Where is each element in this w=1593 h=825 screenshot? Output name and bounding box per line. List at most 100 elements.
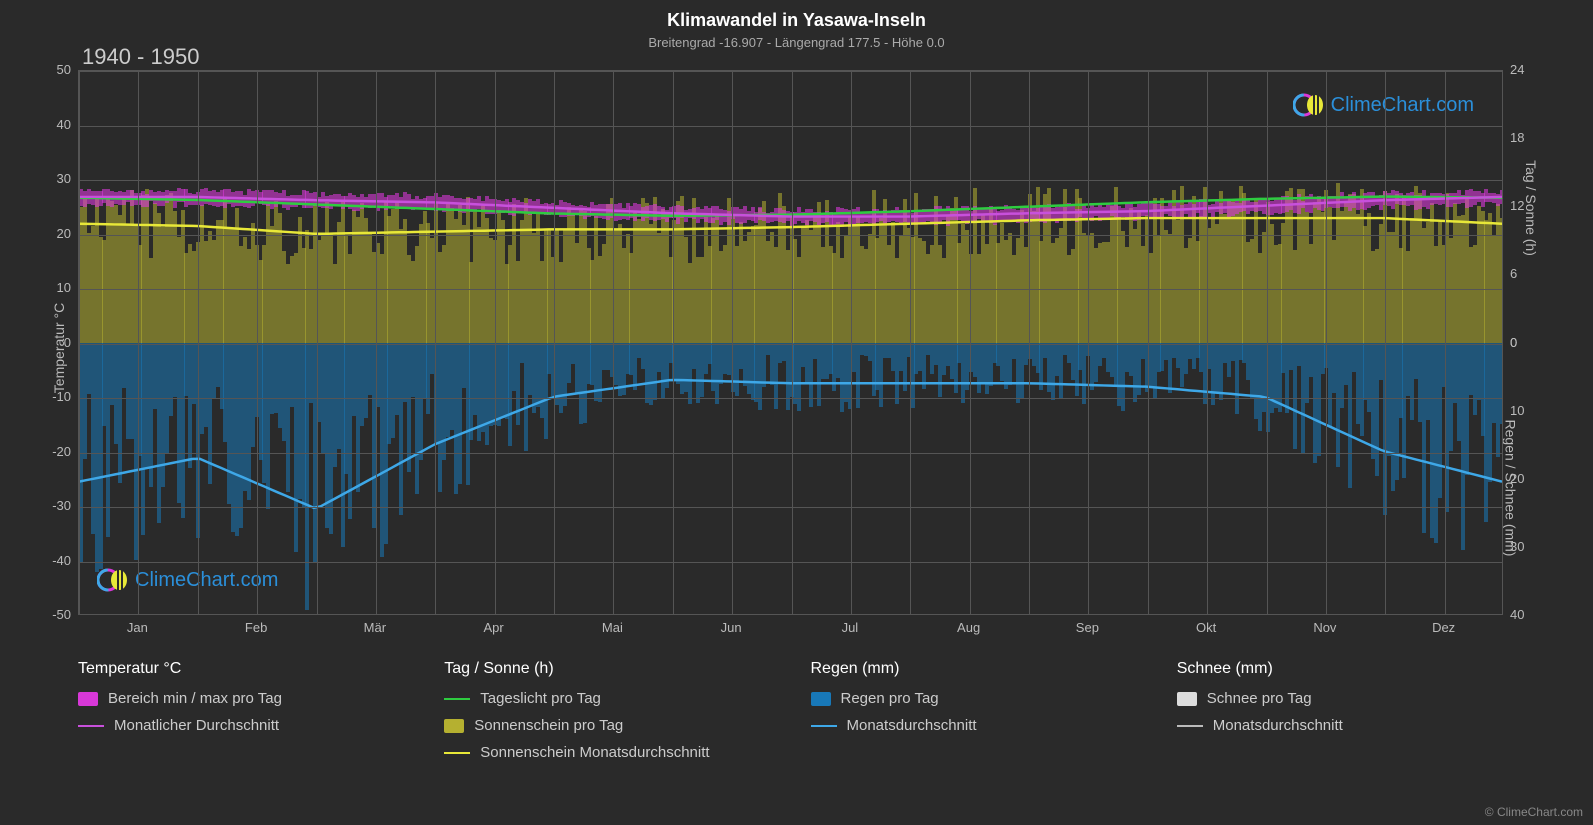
ytick-left: -30 <box>31 498 71 513</box>
gridline-h <box>79 507 1502 508</box>
line-sunshine-avg <box>79 218 1502 234</box>
xtick-month: Jul <box>842 620 859 635</box>
legend-item: Bereich min / max pro Tag <box>78 690 404 707</box>
gridline-v <box>317 71 318 614</box>
gridline-v <box>495 71 496 614</box>
legend-col-rain: Regen (mm) Regen pro Tag Monatsdurchschni… <box>811 660 1137 771</box>
legend-head: Regen (mm) <box>811 660 1137 678</box>
period-label: 1940 - 1950 <box>82 44 199 70</box>
gridline-h <box>79 453 1502 454</box>
legend-label: Sonnenschein Monatsdurchschnitt <box>480 744 709 761</box>
gridline-v <box>257 71 258 614</box>
climechart-logo-icon <box>97 564 129 596</box>
legend-item: Monatlicher Durchschnitt <box>78 717 404 734</box>
legend-item: Sonnenschein Monatsdurchschnitt <box>444 744 770 761</box>
chart-header: Klimawandel in Yasawa-Inseln Breitengrad… <box>0 0 1593 54</box>
legend-swatch <box>444 698 470 700</box>
ytick-right-mm: 40 <box>1510 607 1550 622</box>
watermark-top-text: ClimeChart.com <box>1331 94 1474 117</box>
ytick-right-mm: 30 <box>1510 539 1550 554</box>
ytick-left: -20 <box>31 444 71 459</box>
legend-head: Tag / Sonne (h) <box>444 660 770 678</box>
gridline-h <box>79 562 1502 563</box>
xtick-month: Mär <box>364 620 386 635</box>
gridline-h <box>79 235 1502 236</box>
legend-col-daylight: Tag / Sonne (h) Tageslicht pro Tag Sonnen… <box>444 660 770 771</box>
legend-item: Regen pro Tag <box>811 690 1137 707</box>
ytick-right-hours: 18 <box>1510 130 1550 145</box>
ytick-left: 50 <box>31 62 71 77</box>
gridline-v <box>1148 71 1149 614</box>
plot-area: ClimeChart.com ClimeChart.com <box>78 70 1503 615</box>
gridline-h <box>79 126 1502 127</box>
xtick-month: Nov <box>1313 620 1336 635</box>
gridline-v <box>910 71 911 614</box>
legend-label: Sonnenschein pro Tag <box>474 717 623 734</box>
chart-subtitle: Breitengrad -16.907 - Längengrad 177.5 -… <box>0 35 1593 50</box>
legend-item: Monatsdurchschnitt <box>811 717 1137 734</box>
chart-title: Klimawandel in Yasawa-Inseln <box>0 10 1593 31</box>
ytick-right-hours: 24 <box>1510 62 1550 77</box>
ytick-right-hours: 6 <box>1510 266 1550 281</box>
ytick-left: 20 <box>31 226 71 241</box>
legend-label: Regen pro Tag <box>841 690 939 707</box>
gridline-v <box>376 71 377 614</box>
legend-item: Sonnenschein pro Tag <box>444 717 770 734</box>
gridline-v <box>851 71 852 614</box>
gridline-v <box>1207 71 1208 614</box>
gridline-v <box>554 71 555 614</box>
gridline-v <box>732 71 733 614</box>
ytick-left: 0 <box>31 335 71 350</box>
climechart-logo-icon <box>1293 89 1325 121</box>
ytick-left: -40 <box>31 553 71 568</box>
gridline-v <box>1445 71 1446 614</box>
gridline-h <box>79 180 1502 181</box>
legend-label: Bereich min / max pro Tag <box>108 690 282 707</box>
gridline-v <box>1267 71 1268 614</box>
line-rain-avg <box>79 380 1502 508</box>
legend-col-snow: Schnee (mm) Schnee pro Tag Monatsdurchsch… <box>1177 660 1503 771</box>
legend-item: Schnee pro Tag <box>1177 690 1503 707</box>
legend: Temperatur °C Bereich min / max pro TagM… <box>78 660 1503 771</box>
gridline-v <box>1088 71 1089 614</box>
gridline-h <box>79 71 1502 72</box>
gridline-h <box>79 289 1502 290</box>
legend-swatch <box>811 725 837 727</box>
legend-label: Monatlicher Durchschnitt <box>114 717 279 734</box>
xtick-month: Sep <box>1076 620 1099 635</box>
ytick-right-mm: 20 <box>1510 471 1550 486</box>
ytick-left: 10 <box>31 280 71 295</box>
gridline-v <box>138 71 139 614</box>
gridline-v <box>198 71 199 614</box>
gridline-v <box>79 71 80 614</box>
xtick-month: Mai <box>602 620 623 635</box>
ytick-right-mm: 0 <box>1510 335 1550 350</box>
xtick-month: Apr <box>484 620 504 635</box>
legend-swatch <box>78 692 98 706</box>
legend-item: Tageslicht pro Tag <box>444 690 770 707</box>
xtick-month: Okt <box>1196 620 1216 635</box>
legend-label: Monatsdurchschnitt <box>1213 717 1343 734</box>
legend-label: Monatsdurchschnitt <box>847 717 977 734</box>
legend-swatch <box>1177 692 1197 706</box>
copyright-text: © ClimeChart.com <box>1485 805 1583 819</box>
gridline-h <box>79 398 1502 399</box>
gridline-v <box>970 71 971 614</box>
watermark-bottom: ClimeChart.com <box>97 564 278 596</box>
gridline-v <box>673 71 674 614</box>
xtick-month: Jun <box>721 620 742 635</box>
chart-area: ClimeChart.com ClimeChart.com <box>78 70 1503 615</box>
legend-swatch <box>811 692 831 706</box>
ytick-left: 30 <box>31 171 71 186</box>
line-series-layer <box>79 71 1502 614</box>
legend-head: Schnee (mm) <box>1177 660 1503 678</box>
watermark-top: ClimeChart.com <box>1293 89 1474 121</box>
ytick-right-hours: 12 <box>1510 198 1550 213</box>
legend-swatch <box>444 719 464 733</box>
xtick-month: Feb <box>245 620 267 635</box>
xtick-month: Aug <box>957 620 980 635</box>
gridline-v <box>435 71 436 614</box>
legend-swatch <box>444 752 470 754</box>
gridline-v <box>792 71 793 614</box>
gridline-v <box>1385 71 1386 614</box>
